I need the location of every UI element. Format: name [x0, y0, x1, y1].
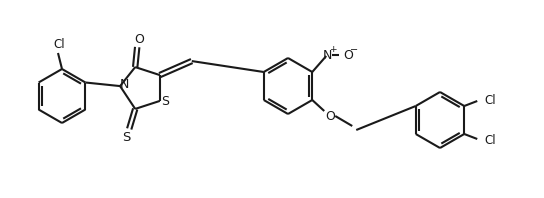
- Text: N: N: [119, 78, 129, 90]
- Text: −: −: [350, 45, 358, 55]
- Text: S: S: [161, 95, 169, 109]
- Text: O: O: [134, 33, 144, 46]
- Text: O: O: [325, 109, 335, 123]
- Text: Cl: Cl: [485, 133, 496, 147]
- Text: Cl: Cl: [485, 93, 496, 107]
- Text: Cl: Cl: [53, 37, 65, 50]
- Text: +: +: [330, 45, 337, 53]
- Text: N: N: [323, 49, 332, 62]
- Text: O: O: [343, 49, 353, 62]
- Text: S: S: [122, 131, 131, 144]
